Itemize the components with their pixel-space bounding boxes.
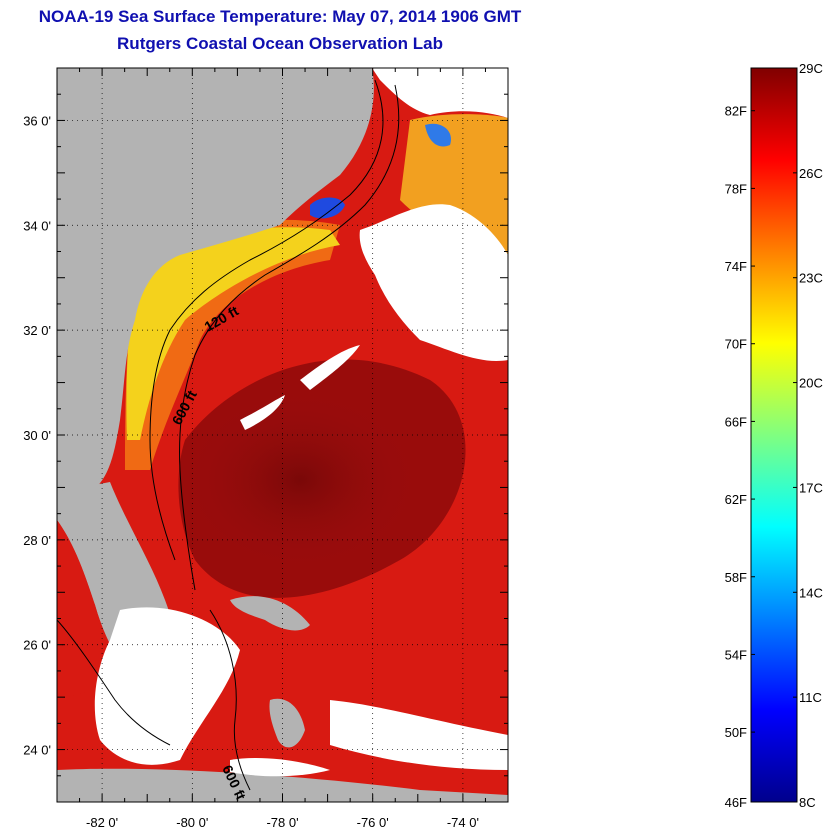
colorbar-celsius-labels: 8C 11C 14C 17C 20C 23C 26C 29C	[793, 61, 823, 810]
colorbar-c-label: 26C	[799, 166, 823, 181]
colorbar-c-label: 29C	[799, 61, 823, 76]
colorbar-c-label: 23C	[799, 271, 823, 286]
y-tick-label: 36 0'	[23, 113, 51, 128]
cold-water-patch	[310, 197, 345, 219]
land-bahamas	[269, 698, 305, 748]
x-tick-label: -82 0'	[86, 815, 118, 830]
y-tick-label: 28 0'	[23, 533, 51, 548]
map-title: NOAA-19 Sea Surface Temperature: May 07,…	[38, 7, 522, 26]
map-frame: 120 ft 600 ft 600 ft	[57, 68, 508, 802]
colorbar-f-label: 62F	[725, 492, 747, 507]
colorbar-c-label: 8C	[799, 795, 816, 810]
axis-ticks	[56, 67, 509, 803]
cloud-cover	[330, 700, 508, 770]
y-tick-label: 30 0'	[23, 428, 51, 443]
colorbar-f-label: 78F	[725, 181, 747, 196]
y-tick-label: 32 0'	[23, 323, 51, 338]
colorbar-scale	[750, 67, 798, 803]
cloud-cover	[94, 607, 240, 765]
land-us-coast	[57, 68, 374, 492]
colorbar-f-label: 58F	[725, 570, 747, 585]
x-tick-label: -80 0'	[176, 815, 208, 830]
x-tick-label: -76 0'	[357, 815, 389, 830]
y-tick-label: 24 0'	[23, 743, 51, 758]
contour-bahamas	[209, 609, 251, 791]
cloud-cover	[230, 758, 330, 777]
land-cuba	[57, 768, 508, 802]
colorbar-c-label: 20C	[799, 376, 823, 391]
contour-gulf	[57, 619, 171, 746]
shelf-orange-band	[57, 219, 340, 700]
x-tick-label: -78 0'	[266, 815, 298, 830]
colorbar-f-label: 70F	[725, 337, 747, 352]
cloud-cover	[372, 68, 508, 118]
colorbar-f-label: 54F	[725, 647, 747, 662]
x-tick-label: -74 0'	[447, 815, 479, 830]
colorbar-f-label: 50F	[725, 725, 747, 740]
colorbar-f-label: 82F	[725, 104, 747, 119]
y-tick-label: 26 0'	[23, 638, 51, 653]
land-bahamas	[230, 596, 310, 631]
colorbar-c-label: 14C	[799, 585, 823, 600]
cloud-cover	[300, 345, 360, 390]
cloud-cover	[240, 395, 285, 430]
nearshore-yellow-band	[126, 227, 340, 440]
colorbar-f-label: 46F	[725, 795, 747, 810]
y-tick-label: 34 0'	[23, 218, 51, 233]
colorbar-f-label: 66F	[725, 414, 747, 429]
contour-120ft	[149, 79, 384, 561]
graticule	[57, 68, 508, 802]
colorbar-fahrenheit-labels: 46F 50F 54F 58F 62F 66F 70F 74F 78F 82F	[725, 104, 755, 810]
contour-600ft	[179, 84, 400, 591]
cloud-cover	[359, 204, 508, 361]
colorbar-c-label: 11C	[799, 690, 822, 705]
colorbar-f-label: 74F	[725, 259, 747, 274]
axis-tick-labels: -82 0' -80 0' -78 0' -76 0' -74 0' 36 0' 34 0'…	[23, 113, 479, 830]
cold-water-patch	[425, 123, 451, 147]
map-subtitle: Rutgers Coastal Ocean Observation Lab	[117, 34, 443, 53]
colorbar-c-label: 17C	[799, 480, 823, 495]
